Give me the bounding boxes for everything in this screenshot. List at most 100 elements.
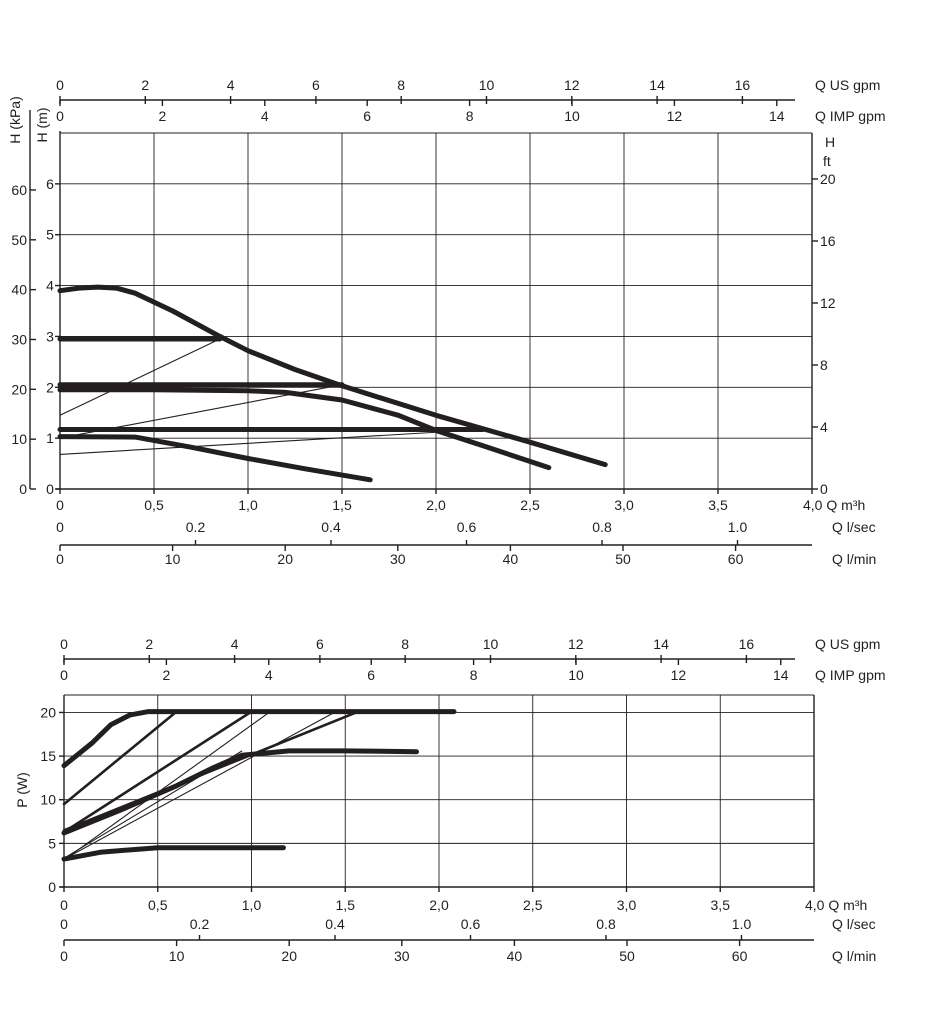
power-m3h-tick-label: 2,5 bbox=[523, 897, 543, 913]
head-lsec-tick-label: 0.4 bbox=[321, 519, 341, 535]
head-us-gpm-tick-label: 0 bbox=[56, 77, 64, 93]
power-imp-gpm-label: Q IMP gpm bbox=[815, 667, 886, 683]
power-lmin-tick-label: 0 bbox=[60, 948, 68, 964]
head-series-prop-pressure-1 bbox=[59, 338, 221, 416]
power-series-ref-line-b bbox=[63, 711, 337, 860]
power-series-prop-3-power bbox=[62, 710, 360, 832]
power-series-prop-1-power bbox=[62, 710, 178, 806]
head-m-tick-label: 3 bbox=[46, 328, 54, 344]
power-m3h-tick-label: 1,0 bbox=[242, 897, 262, 913]
head-ft-tick-label: 0 bbox=[820, 481, 828, 497]
head-imp-gpm-tick-label: 6 bbox=[363, 108, 371, 124]
head-m3h-tick-label: 1,0 bbox=[238, 497, 258, 513]
head-m-tick-label: 5 bbox=[46, 227, 54, 243]
power-y-tick-label: 10 bbox=[40, 792, 56, 808]
head-lmin-tick-label: 10 bbox=[165, 551, 181, 567]
head-m3h-label: 4,0 Q m³h bbox=[803, 497, 865, 513]
power-series-speed-2-power bbox=[61, 748, 419, 836]
power-m3h-tick-label: 3,5 bbox=[711, 897, 731, 913]
power-lsec-tick-label: 0.2 bbox=[190, 916, 210, 932]
power-us-gpm-tick-label: 0 bbox=[60, 636, 68, 652]
head-kpa-tick-label: 0 bbox=[19, 481, 27, 497]
power-axis-label: P (W) bbox=[14, 772, 30, 808]
head-us-gpm-tick-label: 2 bbox=[141, 77, 149, 93]
head-kpa-axis-label: H (kPa) bbox=[7, 96, 23, 143]
head-kpa-tick-label: 30 bbox=[11, 331, 27, 347]
head-lmin-tick-label: 60 bbox=[728, 551, 744, 567]
head-imp-gpm-tick-label: 0 bbox=[56, 108, 64, 124]
head-m-tick-label: 6 bbox=[46, 176, 54, 192]
head-m3h-tick-label: 2,0 bbox=[426, 497, 446, 513]
head-series-speed-2 bbox=[57, 387, 552, 471]
power-series-prop-2-power bbox=[62, 710, 253, 834]
power-y-tick-label: 15 bbox=[40, 748, 56, 764]
power-lmin-tick-label: 10 bbox=[169, 948, 185, 964]
head-imp-gpm-tick-label: 2 bbox=[159, 108, 167, 124]
head-ft-axis-letter: H bbox=[825, 134, 835, 150]
head-m3h-tick-label: 1,5 bbox=[332, 497, 352, 513]
power-m3h-tick-label: 0,5 bbox=[148, 897, 168, 913]
head-us-gpm-tick-label: 16 bbox=[735, 77, 751, 93]
head-us-gpm-tick-label: 8 bbox=[397, 77, 405, 93]
head-ft-axis-unit: ft bbox=[823, 153, 831, 169]
head-kpa-tick-label: 40 bbox=[11, 282, 27, 298]
power-us-gpm-tick-label: 16 bbox=[739, 636, 755, 652]
power-series-speed-1-power bbox=[61, 845, 286, 862]
power-us-gpm-tick-label: 12 bbox=[568, 636, 584, 652]
head-us-gpm-tick-label: 6 bbox=[312, 77, 320, 93]
power-imp-gpm-tick-label: 12 bbox=[671, 667, 687, 683]
power-lsec-tick-label: 1.0 bbox=[732, 916, 752, 932]
power-lsec-tick-label: 0 bbox=[60, 916, 68, 932]
head-series-speed-1 bbox=[57, 434, 373, 483]
head-lmin-tick-label: 30 bbox=[390, 551, 406, 567]
power-y-tick-label: 20 bbox=[40, 704, 56, 720]
head-m-tick-label: 2 bbox=[46, 379, 54, 395]
head-ft-tick-label: 8 bbox=[820, 357, 828, 373]
head-imp-gpm-tick-label: 10 bbox=[564, 108, 580, 124]
head-lmin-label: Q l/min bbox=[832, 551, 876, 567]
power-imp-gpm-tick-label: 8 bbox=[470, 667, 478, 683]
head-m-tick-label: 4 bbox=[46, 278, 54, 294]
head-imp-gpm-tick-label: 12 bbox=[667, 108, 683, 124]
power-lsec-tick-label: 0.8 bbox=[596, 916, 616, 932]
head-m3h-tick-label: 0,5 bbox=[144, 497, 164, 513]
power-imp-gpm-tick-label: 6 bbox=[367, 667, 375, 683]
head-us-gpm-tick-label: 14 bbox=[649, 77, 665, 93]
power-imp-gpm-tick-label: 2 bbox=[163, 667, 171, 683]
power-m3h-tick-label: 1,5 bbox=[336, 897, 356, 913]
head-lsec-tick-label: 0.8 bbox=[592, 519, 612, 535]
power-imp-gpm-tick-label: 4 bbox=[265, 667, 273, 683]
power-y-tick-label: 0 bbox=[48, 879, 56, 895]
power-imp-gpm-tick-label: 10 bbox=[568, 667, 584, 683]
head-m-tick-label: 0 bbox=[46, 481, 54, 497]
power-y-tick-label: 5 bbox=[48, 835, 56, 851]
power-imp-gpm-tick-label: 0 bbox=[60, 667, 68, 683]
power-imp-gpm-tick-label: 14 bbox=[773, 667, 789, 683]
power-lsec-label: Q l/sec bbox=[832, 916, 876, 932]
head-m-axis-label: H (m) bbox=[34, 108, 50, 143]
head-lsec-tick-label: 0.2 bbox=[186, 519, 206, 535]
power-lmin-tick-label: 40 bbox=[507, 948, 523, 964]
power-us-gpm-tick-label: 8 bbox=[401, 636, 409, 652]
head-lmin-tick-label: 40 bbox=[503, 551, 519, 567]
power-us-gpm-tick-label: 4 bbox=[231, 636, 239, 652]
power-series-ref-line-a bbox=[63, 711, 271, 861]
head-m3h-tick-label: 0 bbox=[56, 497, 64, 513]
head-us-gpm-tick-label: 4 bbox=[227, 77, 235, 93]
head-m3h-tick-label: 3,0 bbox=[614, 497, 634, 513]
power-m3h-tick-label: 2,0 bbox=[429, 897, 449, 913]
head-lmin-tick-label: 20 bbox=[277, 551, 293, 567]
power-m3h-tick-label: 3,0 bbox=[617, 897, 637, 913]
power-lmin-tick-label: 30 bbox=[394, 948, 410, 964]
power-lmin-tick-label: 50 bbox=[619, 948, 635, 964]
head-ft-tick-label: 20 bbox=[820, 171, 836, 187]
head-lmin-tick-label: 0 bbox=[56, 551, 64, 567]
head-lmin-tick-label: 50 bbox=[615, 551, 631, 567]
head-imp-gpm-label: Q IMP gpm bbox=[815, 108, 886, 124]
head-lsec-tick-label: 0 bbox=[56, 519, 64, 535]
head-kpa-tick-label: 60 bbox=[11, 182, 27, 198]
head-lsec-tick-label: 1.0 bbox=[728, 519, 748, 535]
power-us-gpm-tick-label: 2 bbox=[145, 636, 153, 652]
head-ft-tick-label: 4 bbox=[820, 419, 828, 435]
